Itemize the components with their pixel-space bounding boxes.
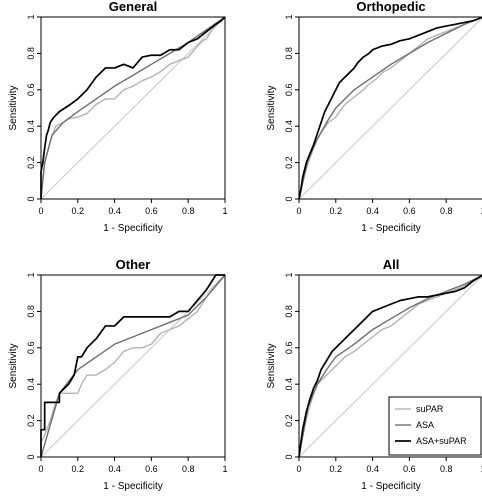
series-line-asa-supar xyxy=(298,274,482,458)
y-tick-label: 0.8 xyxy=(26,47,36,60)
series-line-asa-supar xyxy=(40,16,226,199)
y-tick-label: 0.2 xyxy=(284,156,294,169)
y-tick-label: 0 xyxy=(26,196,36,201)
series-line-supar xyxy=(40,274,226,457)
x-tick-label: 0.4 xyxy=(366,206,379,216)
x-tick-label: 0.8 xyxy=(440,464,453,474)
roc-panel-general: General 0 0.2 0.4 0.6 0.8 1 0 0.2 0.4 0.6 0.8 1 1 - S… xyxy=(8,0,228,234)
x-tick-label: 0 xyxy=(38,464,43,474)
x-tick-label: 0 xyxy=(38,206,43,216)
x-tick-label: 0.2 xyxy=(330,206,343,216)
x-tick-label: 0.4 xyxy=(108,206,121,216)
x-tick-label: 0.2 xyxy=(330,464,343,474)
reference-diagonal xyxy=(298,275,482,458)
y-tick-label: 0.8 xyxy=(284,47,294,60)
y-axis-title: Sensitivity xyxy=(8,85,19,130)
x-tick-label: 0.4 xyxy=(108,464,121,474)
roc-panel-orthopedic: Orthopedic 0 0.2 0.4 0.6 0.8 1 0 0.2 0.4 0.6 0.8 1 1 … xyxy=(266,0,482,234)
y-tick-label: 0 xyxy=(284,454,294,459)
x-tick-label: 0.6 xyxy=(145,464,158,474)
x-tick-label: 0.6 xyxy=(403,464,416,474)
panel-title: General xyxy=(109,0,157,14)
plot-frame xyxy=(298,16,482,200)
y-axis-title: Sensitivity xyxy=(266,85,277,130)
series-line-asa xyxy=(298,274,482,458)
y-tick-label: 0.8 xyxy=(284,305,294,318)
x-tick-label: 0.6 xyxy=(403,206,416,216)
legend-box xyxy=(388,396,482,456)
y-tick-label: 0 xyxy=(284,196,294,201)
x-tick-label: 0.4 xyxy=(366,464,379,474)
plot-frame xyxy=(40,16,226,200)
series-line-supar xyxy=(40,16,226,200)
panel-title: All xyxy=(383,257,400,272)
y-tick-label: 0.4 xyxy=(284,120,294,133)
x-tick-label: 0.2 xyxy=(72,464,85,474)
x-axis-title: 1 - Specificity xyxy=(103,223,162,234)
x-tick-label: 0 xyxy=(296,206,301,216)
y-tick-label: 0.6 xyxy=(284,84,294,97)
y-tick-label: 1 xyxy=(26,14,36,19)
legend-label: ASA+suPAR xyxy=(416,436,467,446)
y-tick-label: 0.6 xyxy=(284,342,294,355)
reference-diagonal xyxy=(40,16,226,200)
y-axis-title: Sensitivity xyxy=(8,343,19,388)
panel-title: Orthopedic xyxy=(356,0,425,14)
reference-diagonal xyxy=(298,17,482,200)
series-line-asa-supar xyxy=(40,274,225,457)
y-tick-label: 0.2 xyxy=(284,414,294,427)
x-tick-label: 0 xyxy=(296,464,301,474)
legend-label: ASA xyxy=(416,420,434,430)
x-tick-label: 1 xyxy=(480,464,482,474)
plot-frame xyxy=(40,274,226,458)
roc-panel-all: All 0 0.2 0.4 0.6 0.8 1 0 0.2 0.4 0.6 0.8 1 1 - Speci… xyxy=(266,257,482,492)
legend: suPAR ASA ASA+suPAR xyxy=(388,396,482,456)
series-line-asa xyxy=(298,16,482,200)
x-axis-title: 1 - Specificity xyxy=(361,223,420,234)
series-line-asa-supar xyxy=(298,16,482,200)
y-tick-label: 0.6 xyxy=(26,84,36,97)
x-tick-label: 0.8 xyxy=(182,464,195,474)
x-tick-label: 1 xyxy=(222,464,227,474)
x-tick-label: 0.2 xyxy=(72,206,85,216)
x-axis-title: 1 - Specificity xyxy=(103,481,162,492)
x-tick-label: 1 xyxy=(222,206,227,216)
plot-frame xyxy=(298,274,482,458)
x-tick-label: 0.8 xyxy=(440,206,453,216)
panel-title: Other xyxy=(116,257,151,272)
legend-label: suPAR xyxy=(416,404,444,414)
y-tick-label: 1 xyxy=(26,272,36,277)
y-tick-label: 0.2 xyxy=(26,414,36,427)
x-axis-title: 1 - Specificity xyxy=(361,481,420,492)
y-tick-label: 1 xyxy=(284,272,294,277)
x-tick-label: 0.6 xyxy=(145,206,158,216)
roc-panel-other: Other 0 0.2 0.4 0.6 0.8 1 0 0.2 0.4 0.6 0.8 1 1 - Spe… xyxy=(8,257,228,492)
y-tick-label: 0.2 xyxy=(26,156,36,169)
y-tick-label: 0.4 xyxy=(26,120,36,133)
y-tick-label: 0.4 xyxy=(284,378,294,391)
y-tick-label: 0.4 xyxy=(26,378,36,391)
y-tick-label: 0.8 xyxy=(26,305,36,318)
y-axis-title: Sensitivity xyxy=(266,343,277,388)
x-tick-label: 1 xyxy=(480,206,482,216)
y-tick-label: 1 xyxy=(284,14,294,19)
y-tick-label: 0.6 xyxy=(26,342,36,355)
x-tick-label: 0.8 xyxy=(182,206,195,216)
y-tick-label: 0 xyxy=(26,454,36,459)
